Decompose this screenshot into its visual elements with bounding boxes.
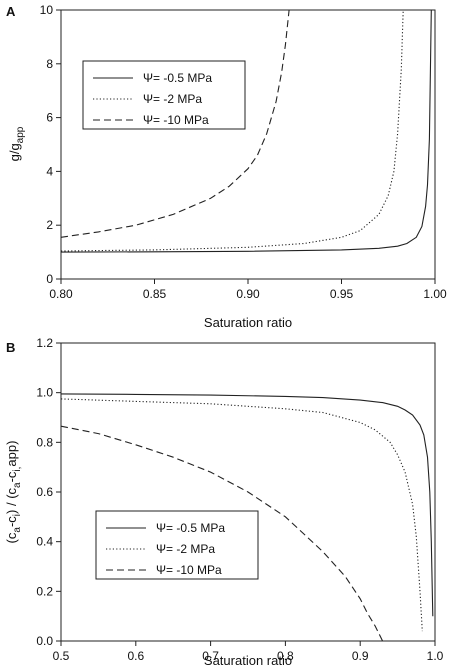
panel-b-series-line-dashed <box>60 425 384 642</box>
panel-a-y-tick-label: 4 <box>46 164 53 178</box>
panel-b-x-tick-label: 1.0 <box>427 649 444 663</box>
panel-b-letter: B <box>6 340 15 355</box>
panel-b-x-axis-label: Saturation ratio <box>204 653 292 668</box>
panel-b-series-line-dotted <box>60 398 423 632</box>
panel-b-legend-box <box>95 510 259 580</box>
panel-a-legend-label: Ψ= -10 MPa <box>143 113 209 127</box>
panel-b-x-tick-label: 0.9 <box>352 649 369 663</box>
panel-b-legend-label: Ψ= -2 MPa <box>156 542 215 556</box>
panel-b-x-tick-label: 0.6 <box>127 649 144 663</box>
panel-b-legend-label: Ψ= -10 MPa <box>156 563 222 577</box>
panel-a-legend-label: Ψ= -0.5 MPa <box>143 71 212 85</box>
panel-a-legend: Ψ= -0.5 MPa Ψ= -2 MPa Ψ= -10 MPa <box>82 60 246 130</box>
panel-b-y-label-part: -c <box>4 516 19 527</box>
panel-a-x-tick-label: 0.80 <box>49 287 73 301</box>
panel-a-y-label-main: g/g <box>7 143 22 161</box>
panel-b-x-tick-label: 0.7 <box>202 649 219 663</box>
panel-a-x-tick-label: 1.00 <box>423 287 447 301</box>
panel-b-y-label-sub: a <box>12 527 23 533</box>
panel-b-y-label-part: app) <box>4 441 19 467</box>
panel-a-x-ticks: 0.80 0.85 0.90 0.95 1.00 <box>49 279 447 301</box>
panel-b-y-label-sub: i, <box>12 467 23 472</box>
panel-a-y-tick-label: 2 <box>46 218 53 232</box>
panel-b-y-tick-label: 0.2 <box>36 584 53 598</box>
panel-b-y-tick-label: 0.4 <box>36 535 53 549</box>
panel-b-y-label-sub: i <box>12 514 23 516</box>
panel-b-y-ticks: 0.0 0.2 0.4 0.6 0.8 1.0 1.2 <box>36 336 61 648</box>
panel-a-y-label-sub: app <box>15 126 26 143</box>
panel-b-y-tick-label: 1.2 <box>36 336 53 350</box>
panel-b-y-label-part: -c <box>4 471 19 482</box>
panel-b-legend: Ψ= -0.5 MPa Ψ= -2 MPa Ψ= -10 MPa <box>95 510 259 580</box>
panel-a-x-tick-label: 0.90 <box>236 287 260 301</box>
panel-a-y-axis-label: g/gapp <box>7 126 26 161</box>
panel-a-y-tick-label: 8 <box>46 57 53 71</box>
panel-b-series <box>60 393 434 642</box>
panel-b-legend-label: Ψ= -0.5 MPa <box>156 521 225 535</box>
panel-a-y-tick-label: 10 <box>40 3 54 17</box>
panel-a-letter: A <box>6 4 16 19</box>
panel-a-series-line-dotted <box>60 9 404 252</box>
panel-a-y-ticks: 0 2 4 6 8 10 <box>40 3 61 286</box>
panel-b-y-tick-label: 0.0 <box>36 634 53 648</box>
panel-b-x-ticks: 0.5 0.6 0.7 0.8 0.9 1.0 <box>53 641 444 663</box>
panel-b-series-line-solid <box>60 393 434 617</box>
panel-a-legend-box <box>82 60 246 130</box>
panel-a-plot-frame <box>60 9 436 280</box>
panel-a-y-tick-label: 0 <box>46 272 53 286</box>
panel-b: B 0.5 0.6 0.7 0.8 0.9 1.0 0.0 0.2 0.4 0.6 0.8 1.0 1… <box>4 336 444 668</box>
panel-b-x-tick-label: 0.8 <box>277 649 294 663</box>
panel-b-y-axis-label: (ca-ci) / (ca-ci,app) <box>4 441 23 544</box>
panel-a-series <box>60 9 432 253</box>
panel-a-series-line-solid <box>60 9 432 253</box>
panel-b-y-tick-label: 0.8 <box>36 435 53 449</box>
panel-a-x-tick-label: 0.85 <box>143 287 167 301</box>
panel-a-x-tick-label: 0.95 <box>330 287 354 301</box>
panel-b-y-tick-label: 1.0 <box>36 386 53 400</box>
panel-b-y-label-sub: a <box>12 482 23 488</box>
panel-b-y-label-part: ) / (c <box>4 487 19 513</box>
panel-b-y-tick-label: 0.6 <box>36 485 53 499</box>
panel-a: A 0.80 0.85 0.90 0.95 1.00 0 2 4 6 8 10 Saturatio… <box>6 3 447 330</box>
panel-a-x-axis-label: Saturation ratio <box>204 315 292 330</box>
panel-a-y-tick-label: 6 <box>46 111 53 125</box>
panel-b-y-label-part: (c <box>4 532 19 543</box>
panel-b-x-tick-label: 0.5 <box>53 649 70 663</box>
panel-a-legend-label: Ψ= -2 MPa <box>143 92 202 106</box>
panel-a-series-line-dashed <box>60 9 290 238</box>
